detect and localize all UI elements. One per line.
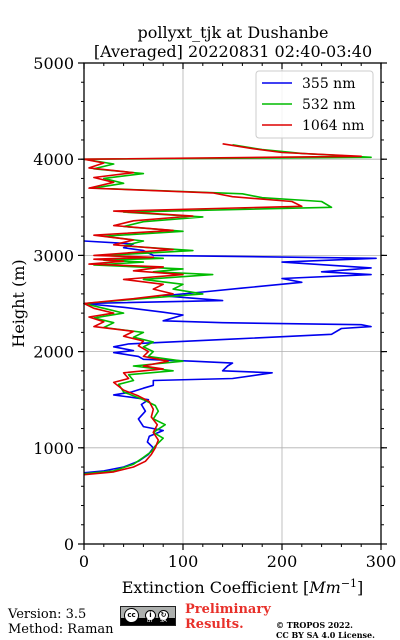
y-tick-label: 1000 <box>33 439 74 458</box>
copyright-line: © TROPOS 2022. <box>276 620 353 630</box>
y-tick-label: 0 <box>64 535 74 554</box>
y-tick-label: 2000 <box>33 343 74 362</box>
chart-title: pollyxt_tjk at Dushanbe <box>137 23 329 42</box>
series-line-355-nm <box>83 240 377 474</box>
chart-subtitle: [Averaged] 20220831 02:40-03:40 <box>93 42 373 61</box>
y-tick-label: 5000 <box>33 54 74 73</box>
lidar-extinction-chart: 0 100 200 300010002000300040005000Extinctio… <box>9 54 397 597</box>
copyright-note: © TROPOS 2022. CC BY SA 4.0 License. <box>276 620 375 640</box>
legend-label: 1064 nm <box>302 118 364 134</box>
y-tick-label: 4000 <box>33 150 74 169</box>
x-tick-label: 300 <box>366 552 397 571</box>
preliminary-results-note: Preliminary Results. <box>185 602 271 632</box>
x-tick-label: 0 <box>79 552 89 571</box>
method-label: Method: Raman <box>8 622 114 637</box>
version-label: Version: 3.5 <box>8 607 87 622</box>
y-tick-label: 3000 <box>33 246 74 265</box>
plot-frame <box>83 62 382 545</box>
y-axis-label: Height (m) <box>9 259 28 347</box>
badge-sa-text: SA <box>160 618 167 624</box>
legend-label: 355 nm <box>302 76 355 92</box>
license-line: CC BY SA 4.0 License. <box>276 630 375 640</box>
by-icon: i <box>145 610 156 621</box>
series-line-1064-nm <box>83 143 363 476</box>
badge-by-text: BY <box>147 618 154 624</box>
x-tick-label: 200 <box>267 552 298 571</box>
x-tick-label: 100 <box>168 552 199 571</box>
x-axis-label: Extinction Coefficient [Mm−1] <box>122 577 364 597</box>
series-line-532-nm <box>83 144 372 475</box>
legend-box <box>255 70 374 139</box>
sa-icon: ↻ <box>158 610 169 621</box>
cc-icon: cc <box>124 608 139 623</box>
cc-license-badge-icon: cc i ↻ BY SA <box>120 606 176 626</box>
legend-label: 532 nm <box>302 97 355 113</box>
